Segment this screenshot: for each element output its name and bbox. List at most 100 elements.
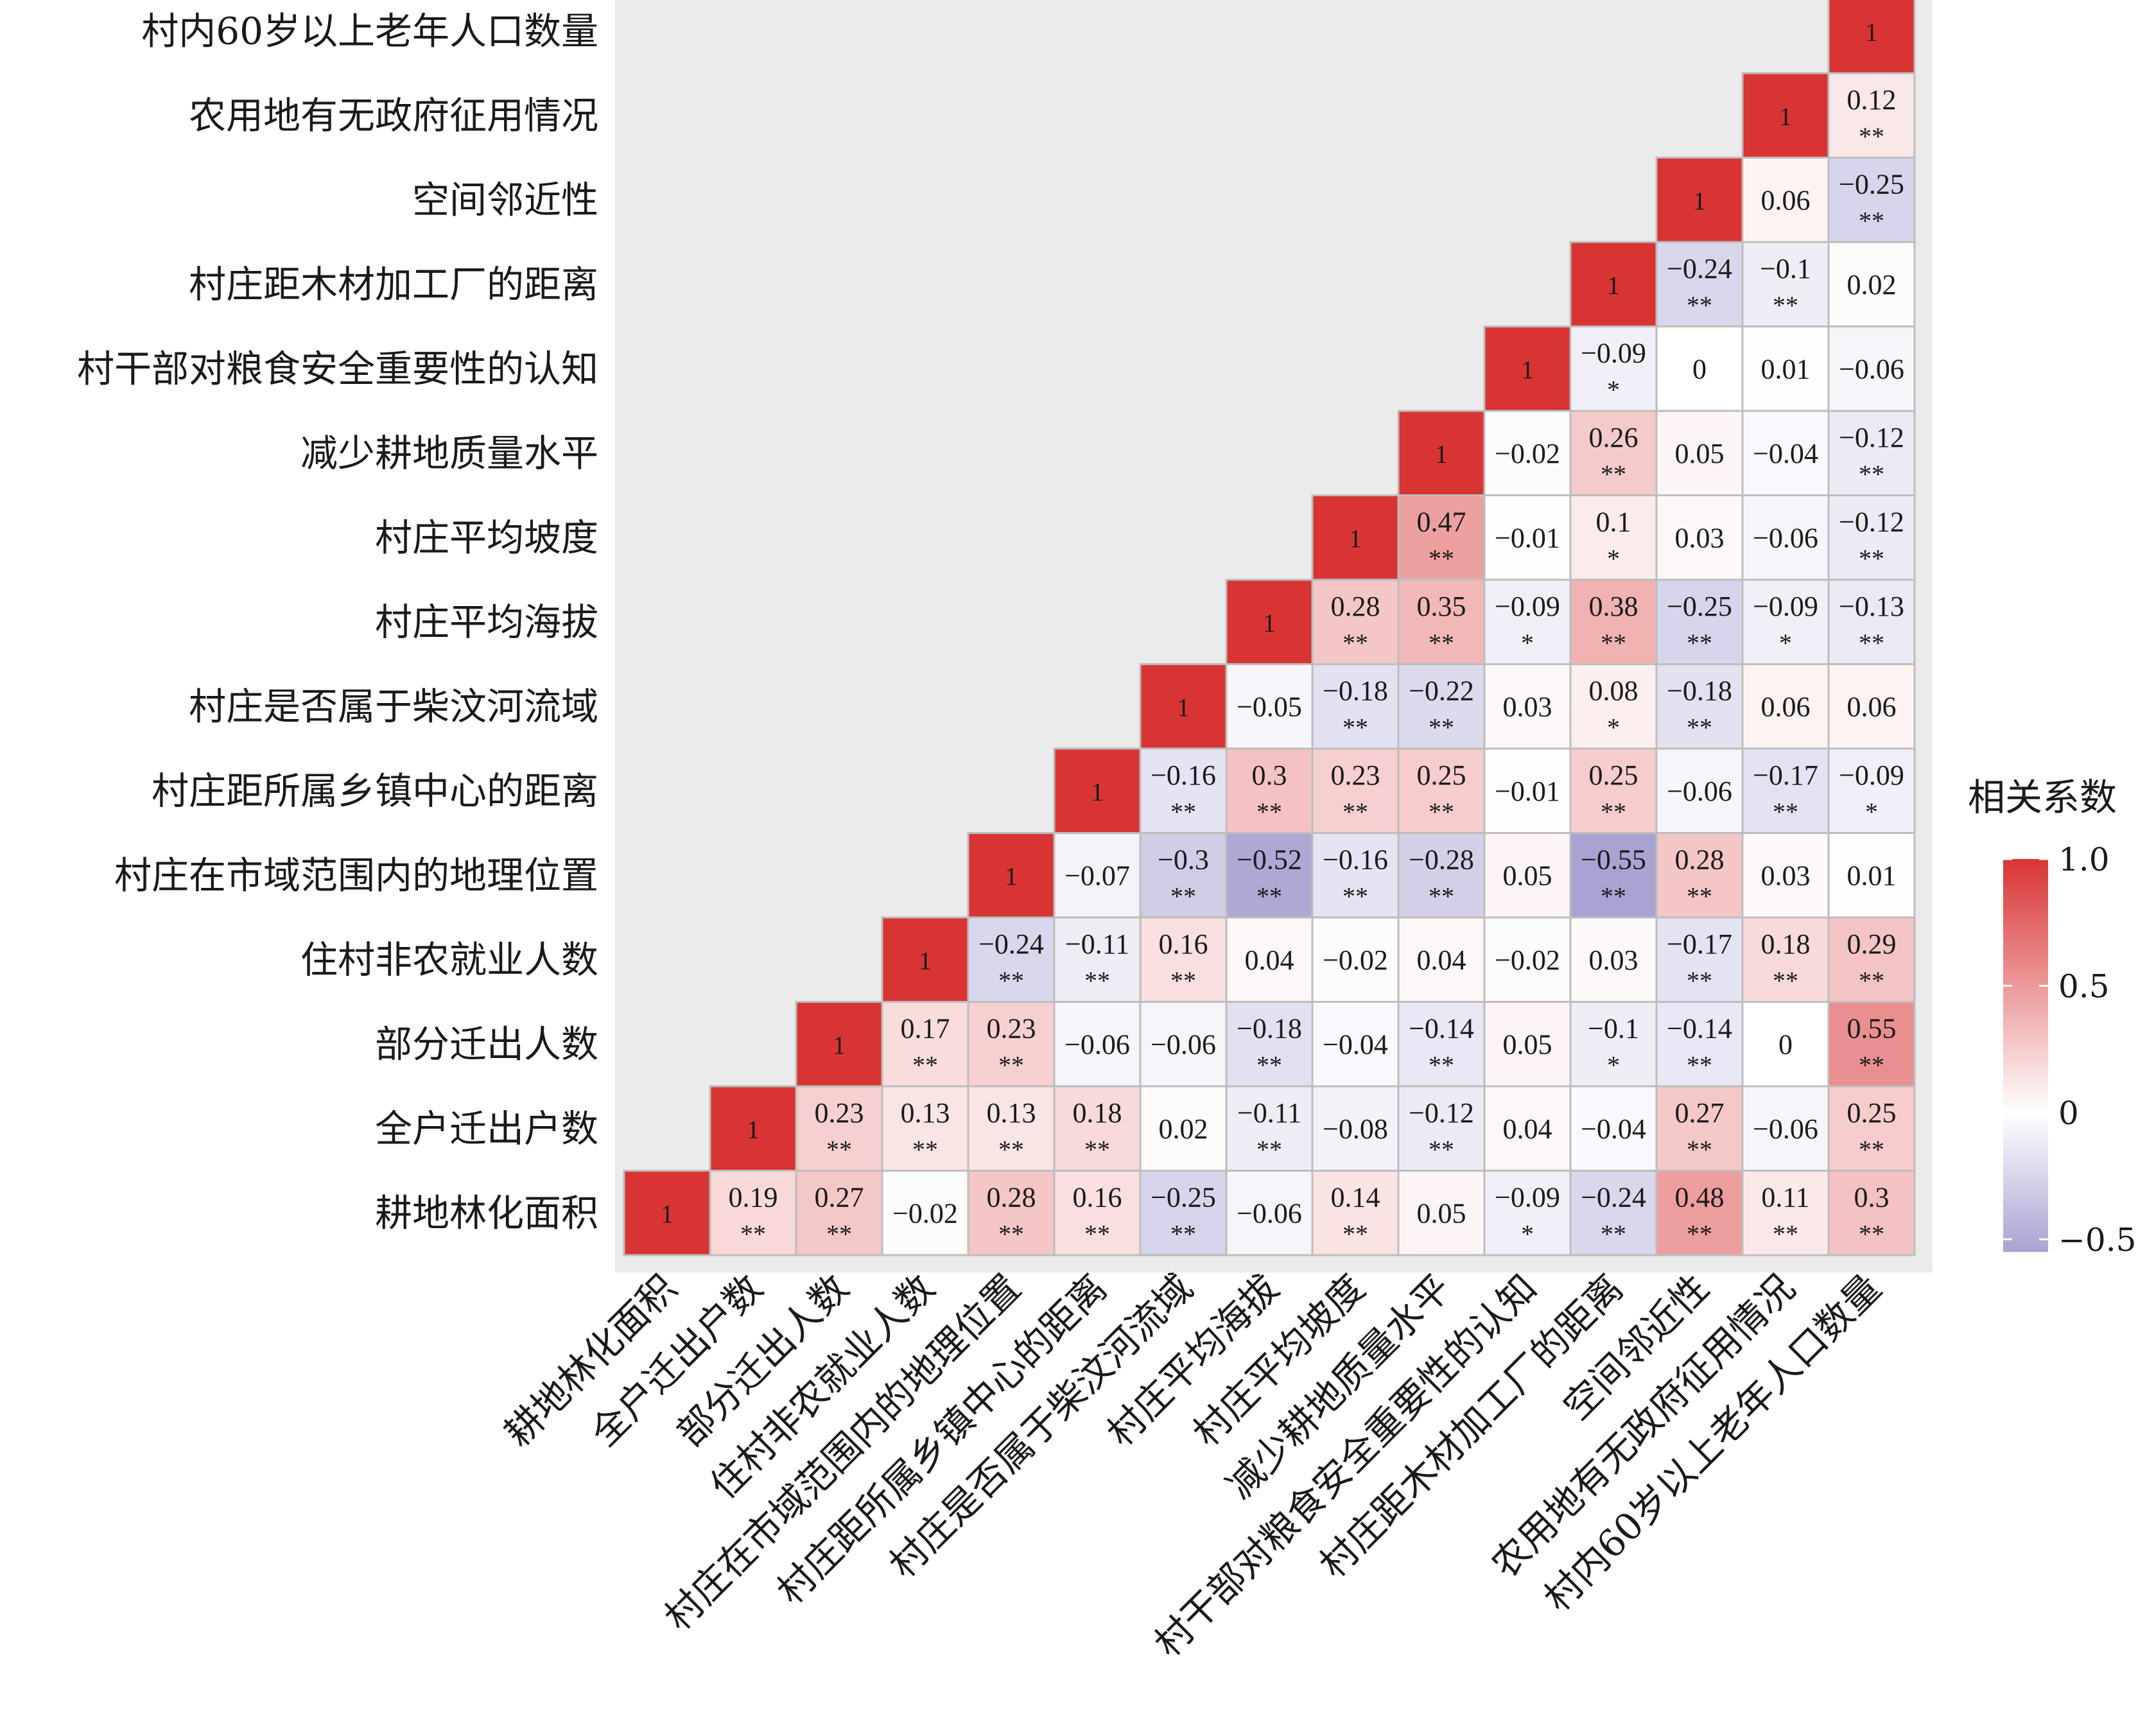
heatmap-cell [1827, 157, 1916, 243]
cells-layer: 10.19**0.27**−0.020.28**0.16**−0.25**−0.… [623, 0, 1916, 1256]
cell-value-label: 1 [1779, 102, 1792, 131]
cell-value-label: 0 [1692, 353, 1707, 385]
cell-value-label: −0.17 [1667, 928, 1732, 960]
cell-value-label: 0.47 [1417, 506, 1466, 537]
cell-value-label: 0.18 [1761, 928, 1811, 960]
cell-significance-label: ** [1687, 713, 1712, 742]
cell-value-label: −0.06 [1753, 1113, 1818, 1145]
heatmap-cell [1483, 494, 1572, 581]
y-tick-label: 村庄在市域范围内的地理位置 [114, 853, 598, 897]
cell-value-label: −0.06 [1151, 1029, 1216, 1060]
heatmap-cell [1053, 1170, 1142, 1256]
cell-value-label: 0.16 [1159, 928, 1208, 960]
heatmap-cell [1569, 1085, 1658, 1172]
cell-value-label: 1 [1349, 524, 1362, 553]
cell-significance-label: ** [1170, 966, 1196, 995]
cell-significance-label: ** [1084, 1219, 1110, 1248]
cell-significance-label: ** [1859, 966, 1884, 995]
cell-value-label: −0.12 [1409, 1097, 1474, 1129]
cell-value-label: −0.06 [1753, 522, 1818, 553]
heatmap-cell [1741, 410, 1830, 496]
heatmap-cell [1569, 832, 1658, 919]
heatmap-cell [1139, 1085, 1228, 1172]
heatmap-cell [1569, 410, 1658, 496]
cell-significance-label: ** [1859, 629, 1884, 657]
cell-value-label: −0.02 [892, 1197, 958, 1229]
heatmap-cell [1483, 1170, 1572, 1256]
cell-significance-label: * [1521, 629, 1534, 657]
heatmap-cell [1311, 832, 1400, 919]
heatmap-cell [1741, 241, 1830, 327]
cell-significance-label: ** [1601, 460, 1626, 489]
cell-value-label: −0.25 [1667, 591, 1732, 622]
cell-value-label: 1 [1693, 186, 1706, 215]
cell-significance-label: ** [998, 1219, 1024, 1248]
heatmap-cell [1139, 832, 1228, 919]
cell-value-label: −0.13 [1839, 591, 1904, 622]
cell-value-label: 0.18 [1073, 1097, 1122, 1129]
heatmap-cell [1827, 241, 1916, 327]
cell-value-label: −0.04 [1581, 1113, 1646, 1145]
heatmap-cell [1053, 832, 1142, 919]
cell-significance-label: ** [1084, 966, 1110, 995]
cell-value-label: 0.19 [729, 1181, 778, 1213]
cell-value-label: −0.18 [1323, 675, 1388, 706]
cell-value-label: 1 [661, 1199, 674, 1228]
heatmap-cell [1569, 663, 1658, 750]
cell-value-label: −0.22 [1409, 675, 1474, 706]
cell-significance-label: ** [1343, 1219, 1368, 1248]
legend-title: 相关系数 [1968, 776, 2117, 819]
heatmap-cell [1741, 663, 1830, 750]
cell-significance-label: ** [1687, 1135, 1712, 1164]
heatmap-cell [1741, 832, 1830, 919]
cell-value-label: −0.28 [1409, 844, 1474, 875]
heatmap-cell [1139, 1001, 1228, 1088]
cell-value-label: −0.09 [1581, 337, 1646, 369]
cell-value-label: 0.35 [1417, 591, 1466, 622]
cell-value-label: 0.27 [1675, 1097, 1725, 1129]
cell-value-label: 0.06 [1761, 184, 1811, 216]
heatmap-cell [1397, 663, 1486, 750]
heatmap-cell [1053, 1001, 1142, 1088]
cell-significance-label: ** [1429, 797, 1454, 826]
heatmap-cell [709, 1085, 797, 1172]
cell-significance-label: ** [1773, 291, 1798, 320]
cell-value-label: 0.23 [1331, 759, 1380, 791]
cell-value-label: 0.3 [1854, 1181, 1890, 1213]
cell-value-label: −0.24 [1667, 253, 1732, 284]
cell-value-label: 0.03 [1675, 522, 1725, 553]
cell-significance-label: * [1779, 629, 1792, 657]
cell-significance-label: ** [1170, 1219, 1196, 1248]
heatmap-cell [1397, 410, 1486, 496]
cell-significance-label: ** [998, 1050, 1024, 1079]
y-tick-label: 村内60岁以上老年人口数量 [141, 9, 598, 53]
y-tick-label: 村庄距木材加工厂的距离 [189, 263, 598, 306]
cell-value-label: −0.09 [1495, 591, 1560, 622]
cell-value-label: 0.1 [1596, 506, 1631, 537]
heatmap-cell [1225, 1085, 1314, 1172]
cell-value-label: 0.27 [815, 1181, 864, 1213]
cell-value-label: 0.28 [1331, 591, 1380, 622]
heatmap-cell [1741, 578, 1830, 665]
cell-value-label: 0.04 [1503, 1113, 1552, 1145]
heatmap-cell [1225, 1001, 1314, 1088]
y-tick-label: 部分迁出人数 [375, 1022, 598, 1066]
cell-value-label: 0.12 [1847, 84, 1897, 116]
cell-value-label: 0.01 [1761, 353, 1811, 385]
cell-value-label: 0.05 [1503, 1029, 1552, 1060]
heatmap-cell [1225, 578, 1314, 665]
cell-value-label: 0.01 [1847, 860, 1897, 891]
heatmap-cell [1827, 747, 1916, 834]
heatmap-cell [1397, 1001, 1486, 1088]
cell-significance-label: ** [1859, 206, 1884, 235]
cell-value-label: −0.14 [1667, 1012, 1732, 1044]
cell-value-label: −0.18 [1237, 1012, 1302, 1044]
cell-significance-label: ** [1429, 881, 1454, 910]
heatmap-cell [1827, 0, 1916, 74]
cell-significance-label: ** [1859, 460, 1884, 489]
cell-significance-label: ** [1859, 1050, 1884, 1079]
cell-value-label: 0.08 [1589, 675, 1638, 706]
heatmap-cell [1139, 747, 1228, 834]
